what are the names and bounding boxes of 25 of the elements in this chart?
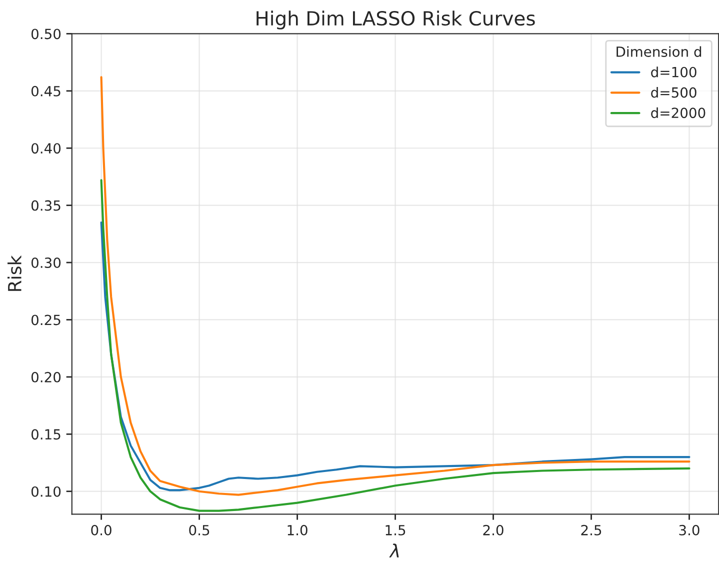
legend-label: d=100 — [651, 66, 696, 78]
y-tick-label: 0.10 — [31, 486, 61, 497]
x-axis-title: λ — [389, 544, 399, 558]
legend-title: Dimension d — [616, 46, 702, 57]
chart-title: High Dim LASSO Risk Curves — [256, 10, 535, 30]
x-tick-label: 1.5 — [386, 525, 406, 536]
y-tick-label: 0.15 — [31, 429, 60, 440]
x-tick-label: 0.0 — [91, 524, 112, 536]
legend-label: d=500 — [651, 86, 696, 98]
x-tick-label: 0.5 — [189, 524, 210, 536]
y-axis-title: Risk — [8, 255, 22, 291]
y-tick-label: 0.50 — [31, 28, 61, 40]
line-series — [100, 221, 690, 492]
y-tick-label: 0.25 — [31, 314, 60, 326]
legend-label: d=2000 — [651, 107, 706, 118]
x-tick-label: 2.5 — [581, 524, 602, 536]
y-tick-label: 0.40 — [31, 143, 61, 154]
y-tick-label: 0.45 — [31, 86, 60, 96]
y-tick-label: 0.30 — [31, 258, 61, 268]
x-tick-label: 3.0 — [679, 524, 700, 536]
line-series — [100, 179, 690, 512]
y-tick-label: 0.20 — [31, 372, 61, 382]
x-tick-label: 2.0 — [483, 524, 504, 536]
x-tick-label: 1.0 — [288, 524, 308, 536]
y-tick-label: 0.35 — [31, 200, 60, 211]
